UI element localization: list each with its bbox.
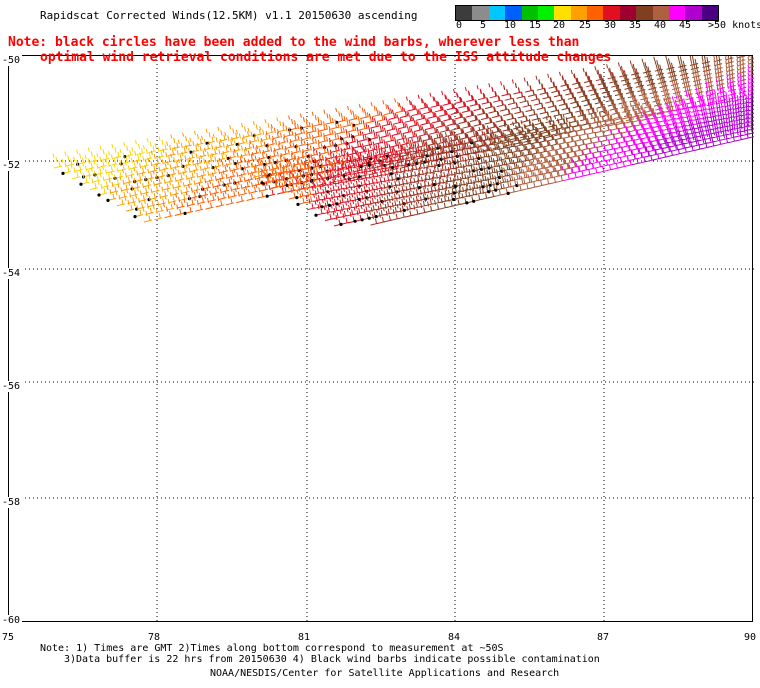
- wind-barb-swath: [52, 41, 758, 227]
- latitude-tick-label: -56: [2, 381, 23, 392]
- scale-label: 5: [480, 20, 487, 31]
- scale-label: >50 knots: [708, 20, 760, 31]
- map-plot-area: [8, 41, 758, 623]
- scale-swatch: [701, 6, 718, 20]
- longitude-tick-label: 75: [2, 632, 15, 643]
- wind-barb-layer: [9, 41, 758, 623]
- scale-swatch: [652, 6, 669, 20]
- latitude-tick-label: -52: [2, 160, 23, 171]
- scale-swatch: [554, 6, 571, 20]
- scale-label: 35: [629, 20, 642, 31]
- scale-swatch: [570, 6, 587, 20]
- longitude-tick-label: 87: [597, 632, 610, 643]
- footnote-line-2: 3)Data buffer is 22 hrs from 20150630 4)…: [64, 654, 600, 665]
- scale-swatch: [685, 6, 702, 20]
- scale-swatch: [488, 6, 506, 20]
- scale-label: 45: [679, 20, 692, 31]
- scale-label: 40: [654, 20, 667, 31]
- longitude-tick-label: 90: [744, 632, 757, 643]
- scale-label: 0: [456, 20, 463, 31]
- note-line-2: optimal wind retrieval conditions are me…: [40, 50, 612, 65]
- wind-speed-color-scale: [455, 5, 719, 21]
- scale-swatch: [603, 6, 620, 20]
- scale-swatch: [456, 6, 473, 20]
- footnote-line-1: Note: 1) Times are GMT 2)Times along bot…: [40, 643, 504, 654]
- longitude-tick-label: 81: [298, 632, 311, 643]
- latitude-tick-label: -54: [2, 268, 23, 279]
- scale-swatch: [505, 6, 522, 20]
- scale-swatch: [537, 6, 555, 20]
- scale-label: 15: [529, 20, 542, 31]
- scale-swatch: [587, 6, 604, 20]
- scale-swatch: [619, 6, 637, 20]
- latitude-tick-label: -60: [2, 615, 23, 626]
- scale-swatch: [636, 6, 653, 20]
- scale-label: 25: [579, 20, 592, 31]
- scale-label: 10: [504, 20, 517, 31]
- note-line-1: Note: black circles have been added to t…: [8, 35, 580, 50]
- longitude-tick-label: 78: [148, 632, 161, 643]
- scale-label: 20: [553, 20, 566, 31]
- scale-swatch: [668, 6, 686, 20]
- scale-swatch: [472, 6, 489, 20]
- latitude-tick-label: -50: [2, 55, 23, 66]
- figure-title: Rapidscat Corrected Winds(12.5KM) v1.1 2…: [40, 9, 418, 22]
- longitude-tick-label: 84: [448, 632, 461, 643]
- footnote-line-3: NOAA/NESDIS/Center for Satellite Applica…: [210, 668, 560, 679]
- scale-swatch: [521, 6, 538, 20]
- latitude-tick-label: -58: [2, 497, 23, 508]
- scale-label: 30: [604, 20, 617, 31]
